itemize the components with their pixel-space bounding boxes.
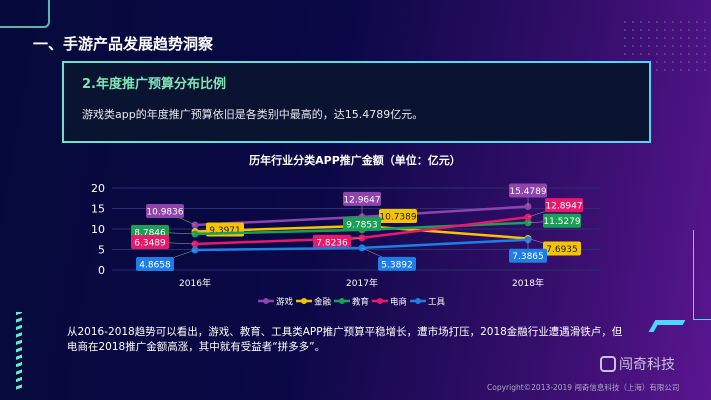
y-tick-label: 0 [98,264,105,277]
data-label-box [343,191,381,206]
data-label: 12.8947 [545,202,582,212]
data-label-box [543,213,581,228]
data-label: 11.5279 [543,217,580,227]
legend-label-游戏: 游戏 [276,297,294,308]
data-label: 8.7846 [134,228,166,238]
legend-marker [415,298,421,304]
page-title: 一、手游产品发展趋势洞察 [33,35,214,53]
data-label-box [509,183,547,198]
data-label-box [545,198,583,213]
x-tick-label: 2018年 [512,277,544,289]
data-label: 4.8658 [139,261,171,271]
y-tick-label: 10 [91,223,105,236]
data-label-box [379,208,417,223]
data-label: 7.6935 [546,245,578,255]
legend-label-教育: 教育 [352,297,369,308]
conclusion-paragraph: 从2016-2018趋势可以看出，游戏、教育、工具类APP推广预算平稳增长，遭市… [67,326,623,353]
y-tick-label: 15 [91,203,105,216]
legend-marker [301,298,307,304]
data-label-box [378,256,416,271]
y-tick-label: 5 [98,244,105,257]
data-label-box [136,257,174,272]
legend-marker [263,298,269,304]
data-label: 9.7853 [346,220,378,230]
legend-label-金融: 金融 [314,297,332,308]
data-label-box [131,234,169,249]
data-label-box [509,248,547,263]
data-label: 9.3971 [209,226,241,236]
data-label: 10.7389 [379,212,416,222]
data-label: 7.3865 [512,252,544,262]
legend-label-工具: 工具 [428,298,446,308]
copyright: Copyright©2013-2019 闯奇信息科技（上海）有限公司 [487,383,680,392]
x-tick-label: 2016年 [179,277,211,289]
logo-icon [600,356,616,372]
chart-title: 历年行业分类APP推广金额（单位：亿元） [249,153,461,167]
data-label-box [543,241,581,256]
data-label-box [146,203,184,218]
data-label: 5.3892 [381,260,413,270]
data-label: 10.9836 [146,207,183,217]
corner-decoration [0,0,50,28]
data-label: 15.4789 [509,187,546,197]
data-label-box [313,234,351,249]
stripe-decoration [16,312,22,392]
y-tick-label: 20 [91,182,105,195]
legend-label-电商: 电商 [390,297,407,308]
card-heading: 2.年度推广预算分布比例 [82,77,226,92]
legend-marker [377,298,383,304]
data-label: 6.3489 [134,238,166,248]
x-tick-label: 2017年 [346,277,378,289]
line-decoration [693,230,711,320]
data-label-box [343,216,381,231]
summary-card: 2.年度推广预算分布比例 游戏类app的年度推广预算依旧是各类别中最高的，达15… [62,61,651,143]
legend-marker [339,298,345,304]
company-logo: 闯奇科技 [600,354,675,374]
logo-text: 闯奇科技 [619,357,675,373]
data-label: 7.8236 [316,238,348,248]
card-text: 游戏类app的年度推广预算依旧是各类别中最高的，达15.4789亿元。 [82,108,424,121]
data-label: 12.9647 [343,195,380,205]
